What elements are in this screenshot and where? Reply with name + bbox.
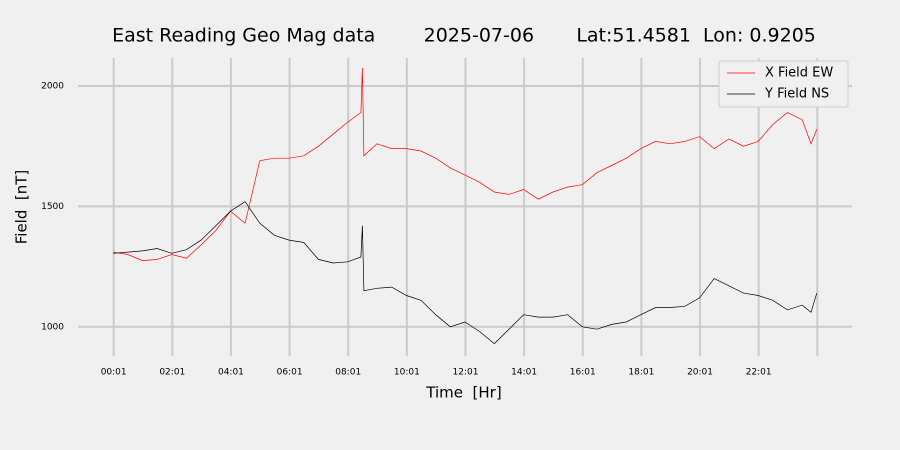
- x-tick-label: 16:01: [570, 368, 596, 378]
- y-tick-label: 1000: [41, 322, 64, 332]
- legend-label: X Field EW: [765, 66, 833, 81]
- y-axis-label: Field [nT]: [13, 170, 31, 245]
- chart-title: East Reading Geo Mag data 2025-07-06 Lat…: [112, 25, 816, 47]
- x-tick-label: 08:01: [335, 368, 361, 378]
- x-tick-label: 04:01: [218, 368, 244, 378]
- data-line: [113, 201, 818, 345]
- x-tick-label: 12:01: [453, 368, 479, 378]
- x-tick-label: 00:01: [101, 368, 127, 378]
- x-tick-label: 20:01: [687, 368, 713, 378]
- x-tick-label: 18:01: [628, 368, 654, 378]
- x-tick-label: 14:01: [511, 368, 537, 378]
- legend-box: [718, 60, 849, 108]
- y-tick-label: 2000: [41, 82, 64, 92]
- data-line: [113, 67, 818, 261]
- x-tick-label: 06:01: [277, 368, 303, 378]
- legend: X Field EW Y Field NS: [718, 60, 849, 108]
- x-tick-label: 10:01: [394, 368, 420, 378]
- x-axis-label: Time [Hr]: [425, 384, 501, 402]
- x-tick-label: 22:01: [746, 368, 772, 378]
- x-tick-label: 02:01: [159, 368, 185, 378]
- legend-label: Y Field NS: [764, 87, 829, 102]
- y-tick-label: 1500: [41, 202, 64, 212]
